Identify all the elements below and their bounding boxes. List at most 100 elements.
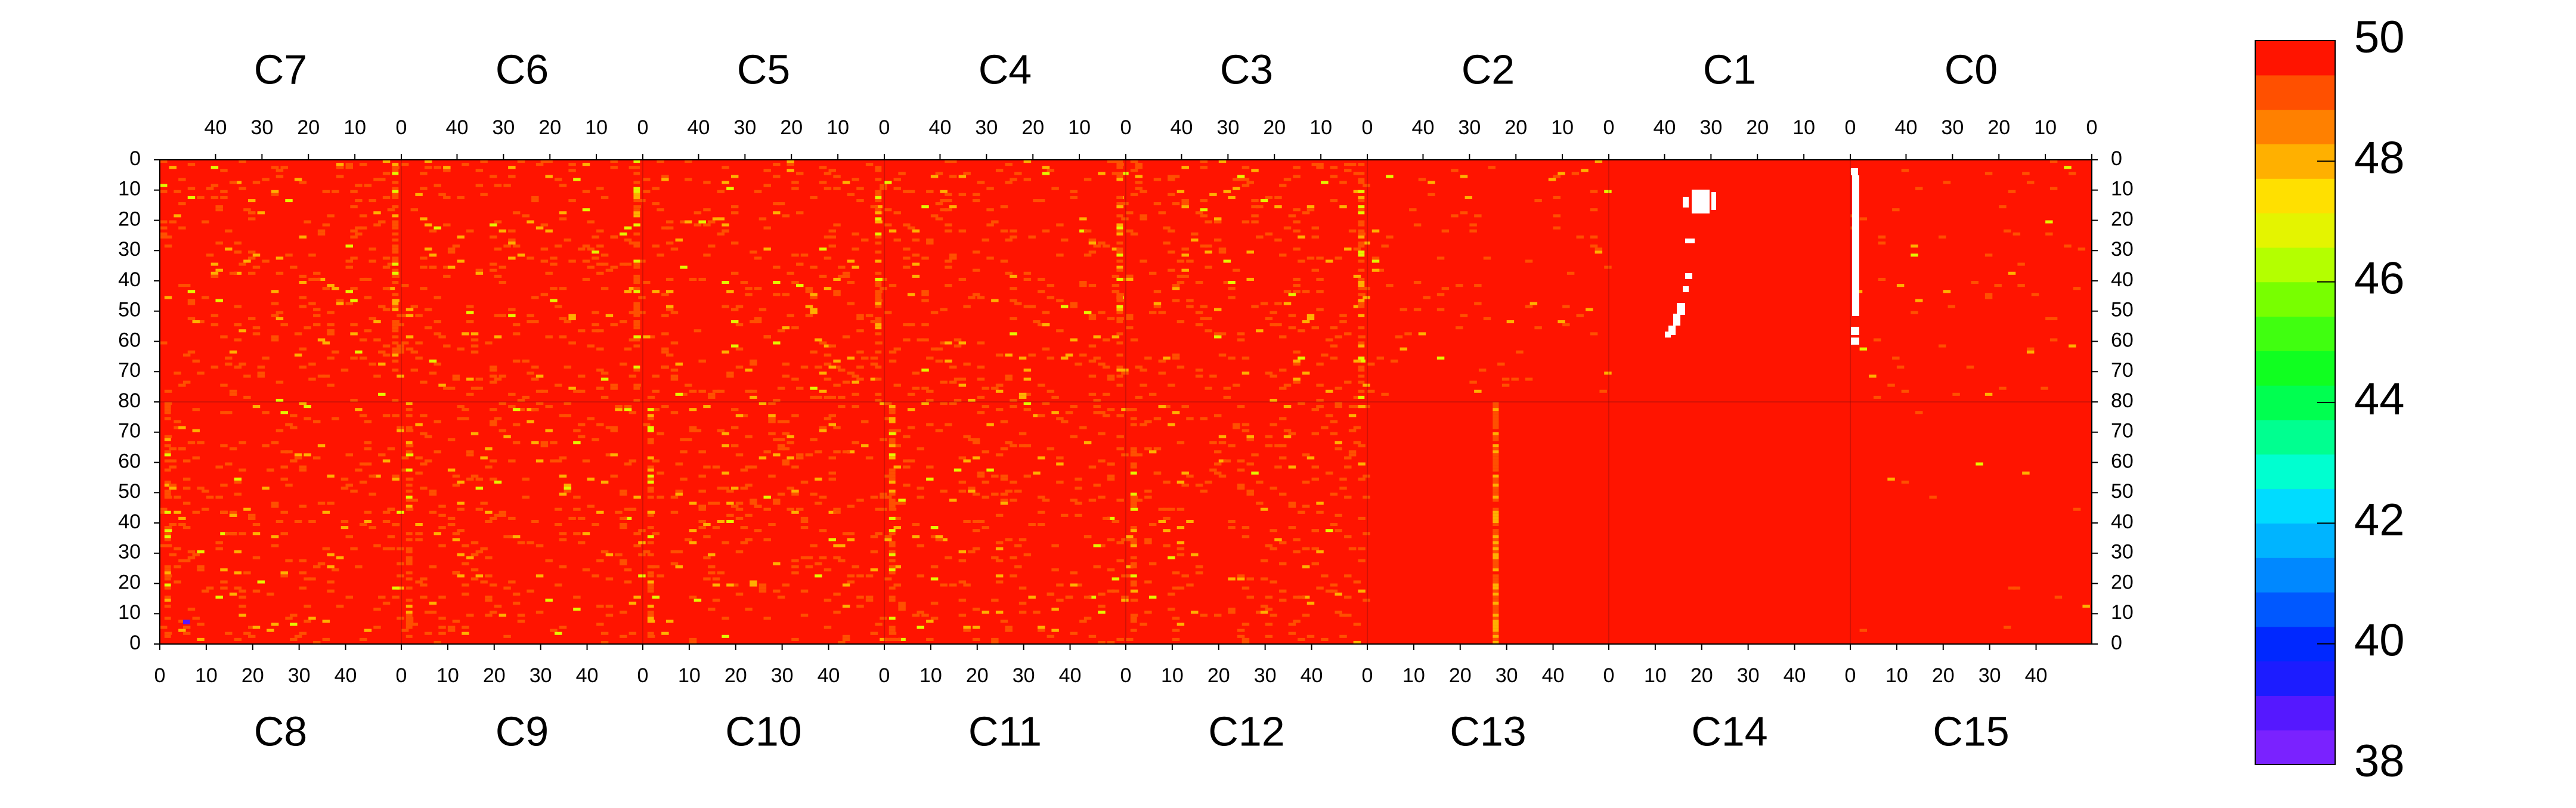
heatmap-cell — [888, 477, 896, 481]
heatmap-cell — [1144, 447, 1152, 451]
y-tick-label-left: 20 — [118, 208, 141, 230]
heatmap-cell — [1042, 402, 1050, 405]
heatmap-cell — [628, 338, 637, 342]
heatmap-cell — [875, 190, 882, 193]
heatmap-cell — [392, 250, 399, 254]
heatmap-cell — [503, 634, 511, 638]
heatmap-cell — [722, 617, 729, 620]
heatmap-cell — [405, 586, 413, 590]
heatmap-cell — [722, 634, 729, 638]
heatmap-cell — [1116, 383, 1123, 387]
heatmap-cell — [405, 617, 414, 620]
x-tick-label: 10 — [1551, 116, 1574, 139]
heatmap-cell — [888, 499, 896, 502]
heatmap-cell — [758, 402, 767, 405]
heatmap-cell — [1246, 250, 1254, 254]
heatmap-cell — [308, 577, 316, 581]
heatmap-cell — [1107, 377, 1115, 381]
heatmap-cell — [350, 190, 358, 193]
heatmap-cell — [1358, 268, 1365, 272]
heatmap-cell — [294, 456, 302, 460]
heatmap-cell — [750, 250, 757, 254]
heatmap-cell — [842, 271, 850, 275]
heatmap-cell — [1103, 366, 1110, 369]
heatmap-cell — [620, 262, 627, 266]
heatmap-cell — [852, 247, 859, 251]
x-tick-label: 20 — [1504, 116, 1527, 139]
heatmap-cell — [1604, 372, 1612, 375]
heatmap-cell — [1436, 356, 1445, 360]
heatmap-cell — [1181, 166, 1189, 169]
heatmap-cell — [290, 623, 298, 626]
y-tick-label-left: 60 — [118, 329, 141, 351]
heatmap-cell — [1279, 589, 1287, 593]
heatmap-cell — [1302, 320, 1310, 324]
heatmap-cell — [875, 366, 882, 369]
heatmap-cell — [1098, 242, 1106, 245]
heatmap-cell — [838, 640, 846, 644]
heatmap-cell — [1213, 308, 1222, 311]
heatmap-cell — [275, 519, 284, 523]
heatmap-cell — [1218, 474, 1227, 478]
heatmap-cell — [1325, 414, 1333, 417]
heatmap-cell — [935, 347, 943, 351]
heatmap-cell — [313, 271, 321, 275]
heatmap-cell — [940, 208, 948, 212]
heatmap-cell — [1493, 519, 1499, 523]
heatmap-cell — [773, 281, 781, 284]
heatmap-cell — [234, 323, 242, 327]
heatmap-cell — [178, 559, 186, 562]
heatmap-cell — [220, 411, 228, 414]
heatmap-cell — [415, 538, 423, 541]
heatmap-cell — [930, 311, 939, 314]
heatmap-cell — [670, 496, 679, 499]
heatmap-cell — [1079, 217, 1087, 221]
heatmap-cell — [1200, 160, 1208, 163]
heatmap-cell — [2073, 507, 2081, 511]
heatmap-cell — [1260, 559, 1268, 562]
heatmap-cell — [462, 592, 469, 596]
heatmap-cell — [410, 369, 419, 372]
heatmap-cell — [169, 447, 177, 451]
heatmap-cell — [392, 353, 399, 357]
heatmap-cell — [930, 535, 939, 538]
heatmap-cell — [364, 629, 372, 632]
heatmap-cell — [675, 238, 683, 242]
heatmap-cell — [670, 550, 679, 553]
heatmap-cell — [359, 356, 367, 360]
heatmap-cell — [958, 580, 967, 584]
heatmap-cell — [865, 163, 874, 166]
heatmap-cell — [415, 532, 423, 535]
heatmap-cell — [661, 366, 669, 369]
heatmap-cell — [429, 229, 437, 233]
heatmap-cell — [443, 265, 451, 269]
heatmap-cell — [1493, 453, 1499, 457]
heatmap-cell — [1316, 308, 1324, 311]
heatmap-cell — [633, 214, 640, 218]
heatmap-cell — [470, 568, 479, 572]
heatmap-cell — [489, 423, 497, 426]
heatmap-cell — [317, 501, 326, 505]
heatmap-cell — [1915, 187, 1923, 190]
heatmap-cell — [712, 526, 720, 530]
x-tick-label: 10 — [919, 664, 942, 687]
heatmap-cell — [267, 592, 274, 596]
heatmap-cell — [1176, 480, 1185, 484]
heatmap-cell — [930, 601, 939, 605]
heatmap-cell — [1116, 353, 1123, 357]
heatmap-cell — [494, 377, 502, 381]
heatmap-cell — [893, 211, 902, 215]
heatmap-cell — [1302, 372, 1310, 375]
heatmap-cell — [991, 493, 999, 496]
heatmap-cell — [754, 529, 762, 533]
heatmap-cell — [225, 462, 233, 466]
heatmap-cell — [1028, 523, 1036, 527]
heatmap-cell — [903, 265, 911, 269]
heatmap-cell — [1451, 214, 1459, 218]
heatmap-cell — [2041, 386, 2048, 390]
heatmap-cell — [708, 395, 716, 399]
heatmap-cell — [898, 608, 906, 611]
heatmap-cell — [750, 580, 757, 584]
heatmap-cell — [880, 617, 887, 620]
heatmap-cell — [555, 583, 562, 587]
